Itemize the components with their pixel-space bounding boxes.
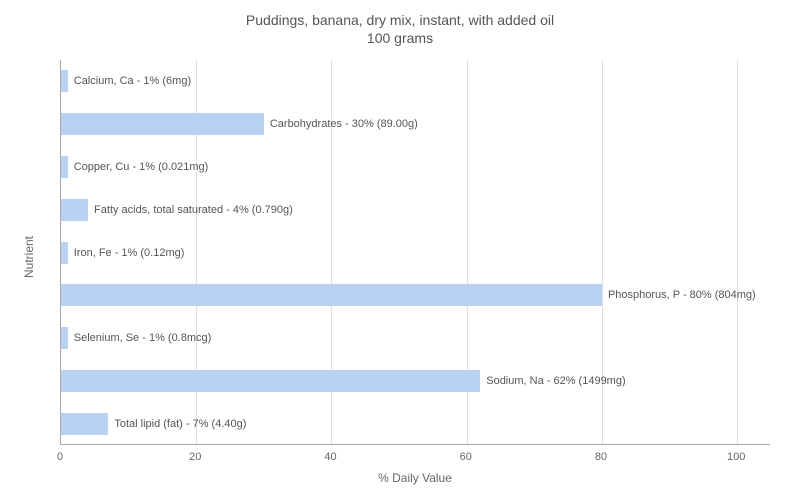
bar: [61, 370, 480, 392]
x-tick-label: 80: [595, 451, 607, 463]
bar-label: Total lipid (fat) - 7% (4.40g): [114, 418, 246, 430]
bar: [61, 242, 68, 264]
bar-label: Copper, Cu - 1% (0.021mg): [74, 161, 209, 173]
bar-label: Selenium, Se - 1% (0.8mcg): [74, 332, 212, 344]
bar-label: Iron, Fe - 1% (0.12mg): [74, 247, 185, 259]
x-tick-label: 20: [189, 451, 201, 463]
x-axis-label: % Daily Value: [315, 471, 515, 485]
bar: [61, 70, 68, 92]
y-axis-label: Nutrient: [22, 235, 36, 277]
bar: [61, 113, 264, 135]
bar: [61, 327, 68, 349]
chart-title-line1: Puddings, banana, dry mix, instant, with…: [0, 12, 800, 28]
bar-label: Carbohydrates - 30% (89.00g): [270, 118, 418, 130]
bar-label: Phosphorus, P - 80% (804mg): [608, 289, 756, 301]
bar: [61, 156, 68, 178]
bar: [61, 199, 88, 221]
chart-title-line2: 100 grams: [0, 30, 800, 46]
bar: [61, 284, 602, 306]
plot-area: Calcium, Ca - 1% (6mg) Carbohydrates - 30…: [60, 60, 770, 445]
x-tick-label: 100: [727, 451, 745, 463]
bar-label: Fatty acids, total saturated - 4% (0.790…: [94, 204, 293, 216]
x-tick-label: 0: [57, 451, 63, 463]
bar-label: Sodium, Na - 62% (1499mg): [486, 375, 625, 387]
bar: [61, 413, 108, 435]
x-tick-label: 40: [324, 451, 336, 463]
bar-label: Calcium, Ca - 1% (6mg): [74, 75, 191, 87]
grid-line: [737, 60, 738, 444]
x-tick-label: 60: [460, 451, 472, 463]
chart-container: Puddings, banana, dry mix, instant, with…: [0, 0, 800, 500]
